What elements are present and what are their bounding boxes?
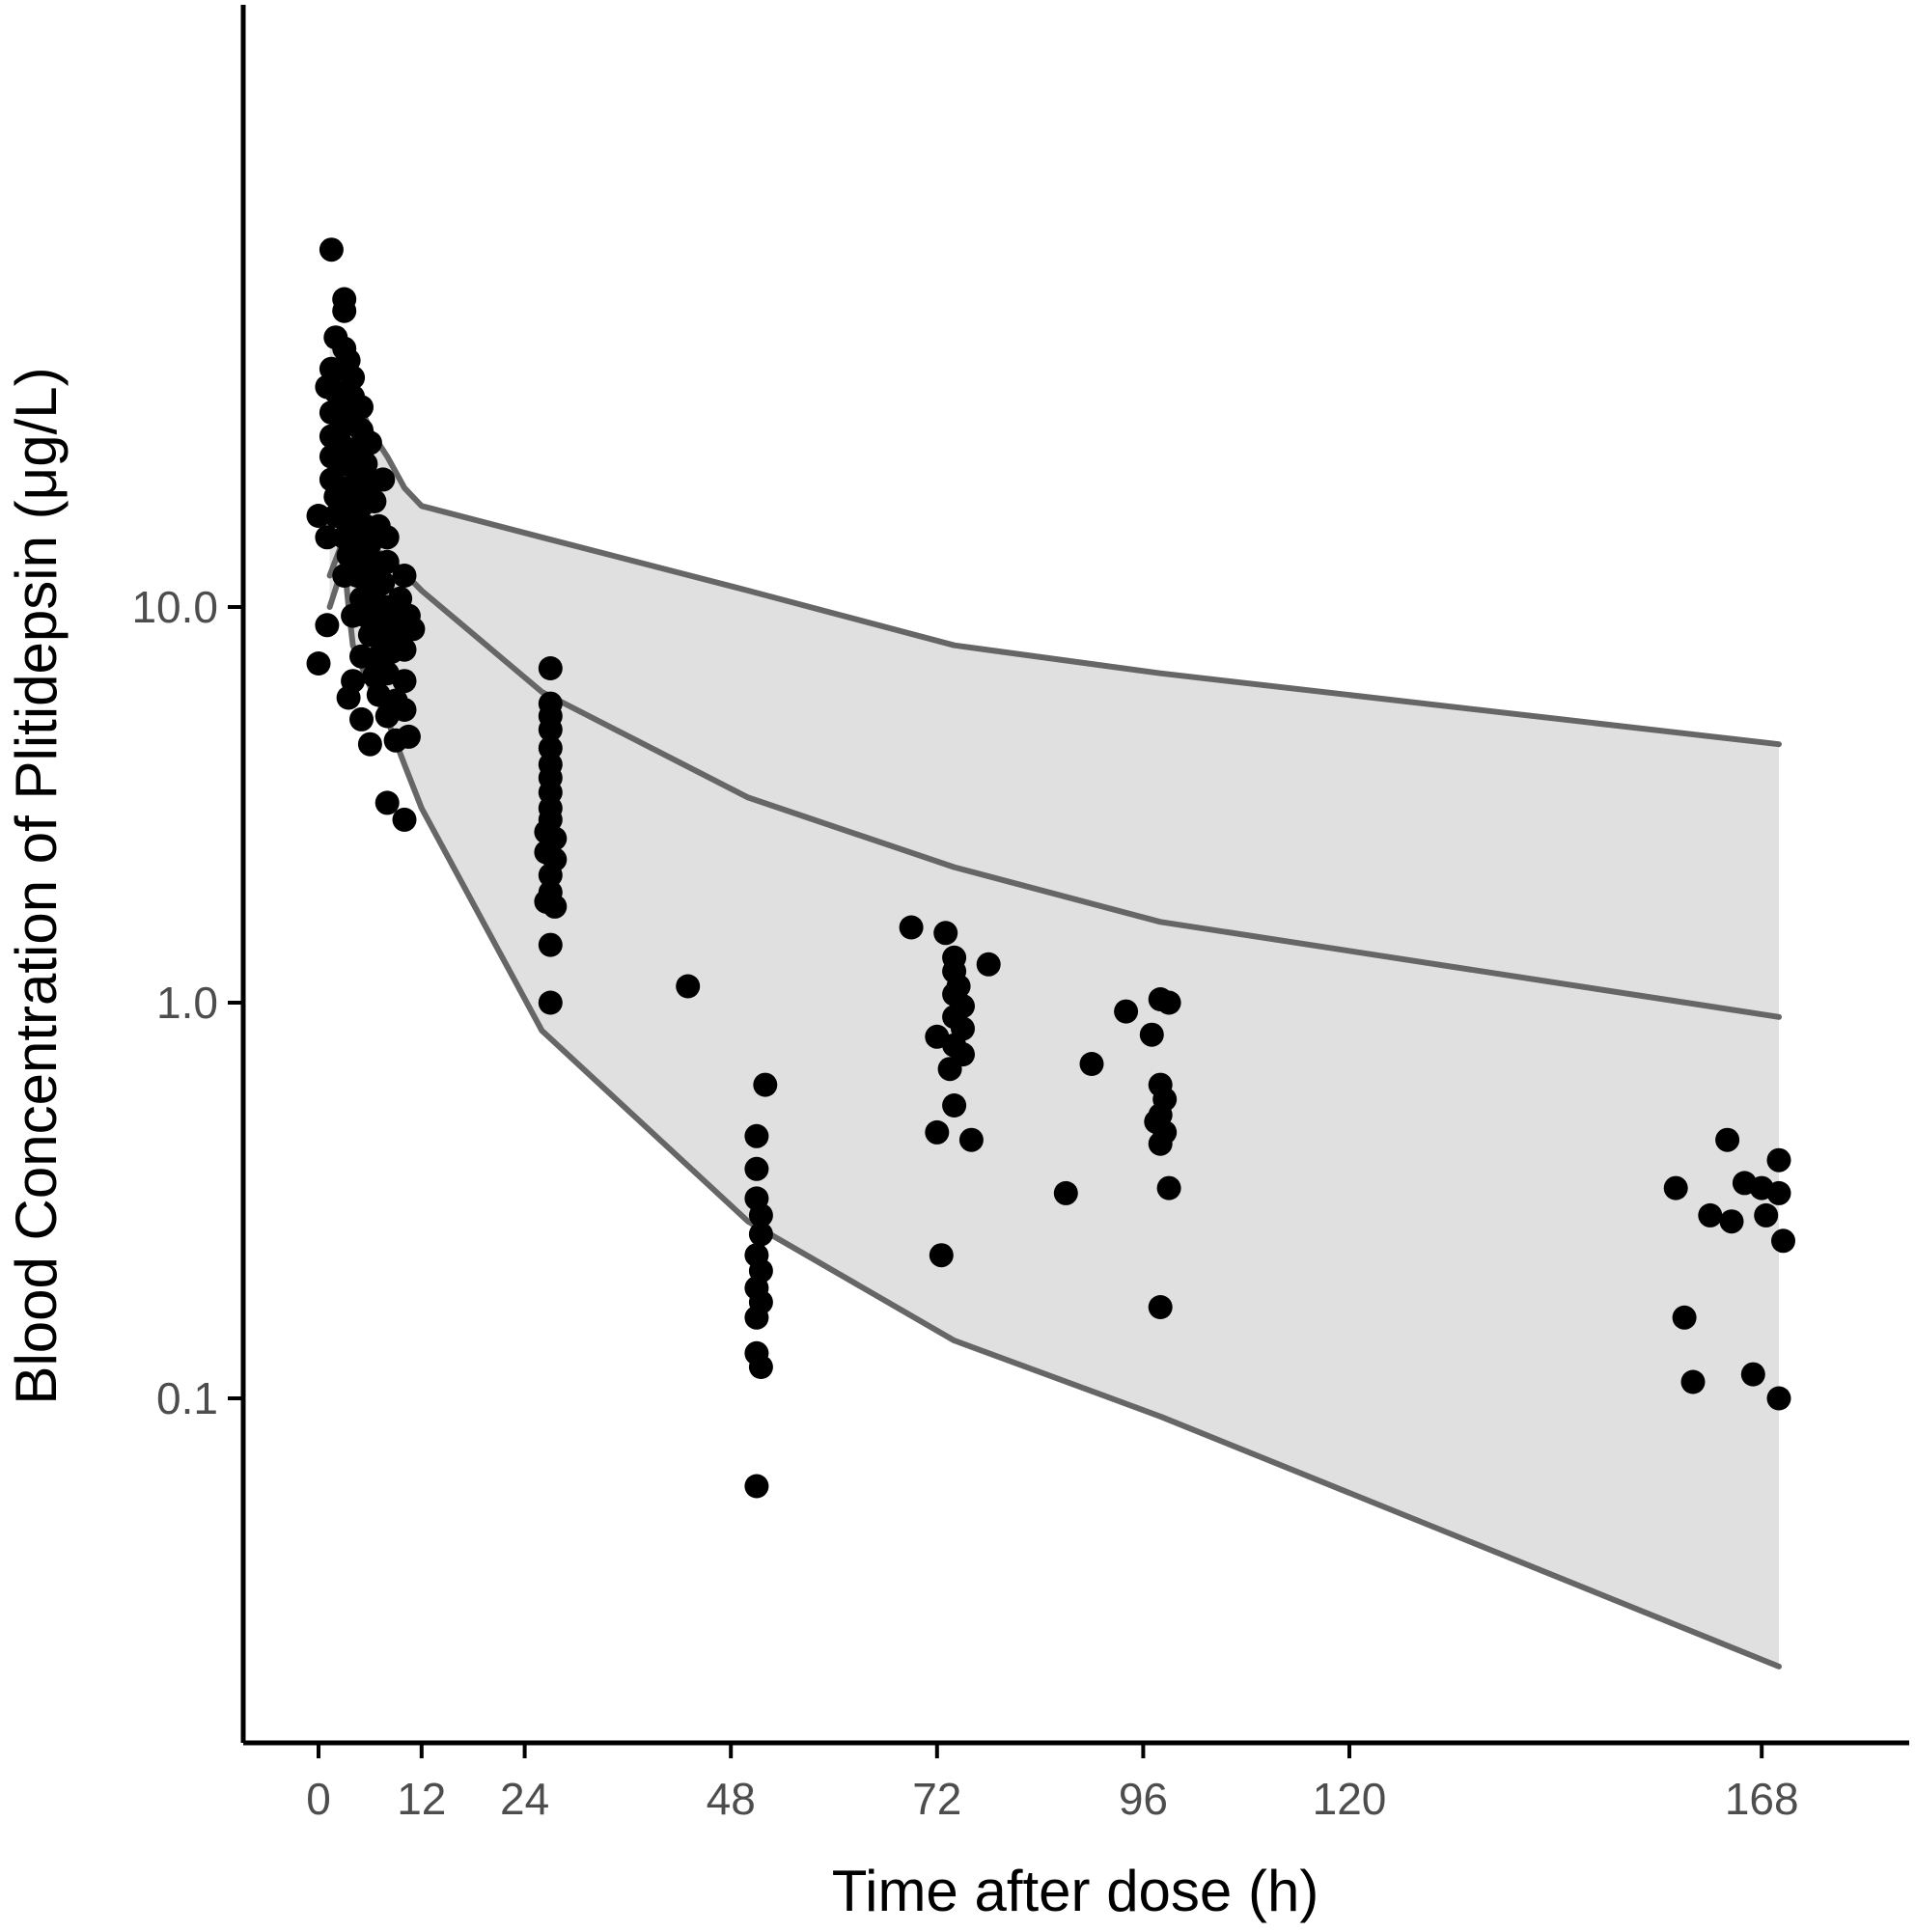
data-point: [306, 504, 331, 528]
x-tick-label: 72: [912, 1774, 961, 1824]
data-point: [1156, 990, 1181, 1015]
data-point: [401, 617, 426, 642]
data-point: [392, 698, 417, 722]
data-point: [899, 915, 924, 940]
data-point: [744, 1474, 769, 1499]
x-tick-label: 96: [1119, 1774, 1168, 1824]
data-point: [929, 1243, 954, 1268]
data-point: [538, 863, 563, 888]
data-point: [937, 1057, 962, 1082]
data-point: [1698, 1202, 1723, 1228]
data-point: [371, 467, 396, 492]
x-axis-title: Time after dose (h): [832, 1859, 1319, 1923]
data-point: [349, 706, 374, 731]
data-point: [319, 237, 344, 262]
data-point: [744, 1305, 769, 1330]
axes: [240, 5, 1909, 1746]
x-tick-label: 12: [397, 1774, 446, 1824]
prediction-band: [329, 337, 1780, 1667]
data-point: [744, 1123, 769, 1148]
data-point: [1771, 1228, 1795, 1254]
data-point: [538, 656, 563, 680]
data-point: [357, 731, 382, 757]
data-point: [375, 549, 400, 574]
data-point: [1766, 1386, 1791, 1411]
data-point: [1053, 1180, 1078, 1205]
data-point: [1148, 1131, 1173, 1156]
data-point: [1663, 1175, 1688, 1201]
data-point: [392, 564, 417, 588]
data-point: [1114, 999, 1139, 1024]
data-point: [538, 717, 563, 742]
data-point: [349, 644, 374, 669]
data-point: [925, 1119, 950, 1145]
data-point: [1740, 1362, 1765, 1387]
data-point: [1680, 1369, 1706, 1394]
data-point: [1754, 1202, 1779, 1228]
data-point: [332, 298, 357, 323]
data-point: [357, 430, 382, 455]
data-point: [1079, 1052, 1104, 1076]
data-point: [748, 1202, 773, 1228]
data-point: [315, 613, 340, 638]
data-point: [1139, 1022, 1164, 1047]
data-point: [362, 489, 387, 513]
data-point: [1715, 1127, 1740, 1152]
y-tick-label: 0.1: [156, 1373, 218, 1423]
data-point: [1148, 1295, 1173, 1319]
y-tick-label: 1.0: [156, 978, 218, 1028]
data-point: [748, 1222, 773, 1247]
ticks: 0 12 24 48 72 96 120 168 0.1 1.0 10.0: [131, 582, 1798, 1824]
data-point: [542, 894, 568, 919]
data-point: [1672, 1305, 1697, 1330]
y-axis-title: Blood Concentration of Plitidepsin (μg/L…: [4, 367, 69, 1404]
x-tick-label: 48: [707, 1774, 756, 1824]
data-point: [392, 807, 417, 832]
prediction-band-area: [329, 337, 1780, 1667]
x-tick-label: 24: [500, 1774, 549, 1824]
data-point: [392, 669, 417, 694]
x-tick-label: 0: [306, 1774, 331, 1824]
data-point: [306, 651, 331, 676]
data-point: [1156, 1175, 1181, 1201]
x-tick-label: 120: [1313, 1774, 1387, 1824]
data-point: [349, 395, 374, 420]
y-tick-label: 10.0: [131, 582, 218, 632]
data-point: [315, 525, 340, 550]
data-point: [538, 990, 563, 1015]
data-point: [336, 685, 361, 710]
data-point: [933, 921, 958, 946]
data-point: [341, 365, 366, 390]
data-point: [375, 790, 400, 815]
data-point: [375, 525, 400, 550]
data-point: [1766, 1147, 1791, 1173]
data-point: [942, 1093, 967, 1118]
data-point: [392, 637, 417, 662]
data-point: [676, 974, 701, 999]
data-point: [538, 932, 563, 957]
data-point: [958, 1127, 984, 1152]
x-tick-label: 168: [1725, 1774, 1799, 1824]
data-point: [744, 1156, 769, 1181]
data-point: [753, 1072, 778, 1097]
data-point: [396, 724, 421, 749]
data-point: [1766, 1180, 1791, 1205]
observed-points: [306, 237, 1795, 1499]
data-point: [748, 1355, 773, 1379]
data-point: [1719, 1209, 1744, 1234]
data-point: [976, 952, 1001, 977]
